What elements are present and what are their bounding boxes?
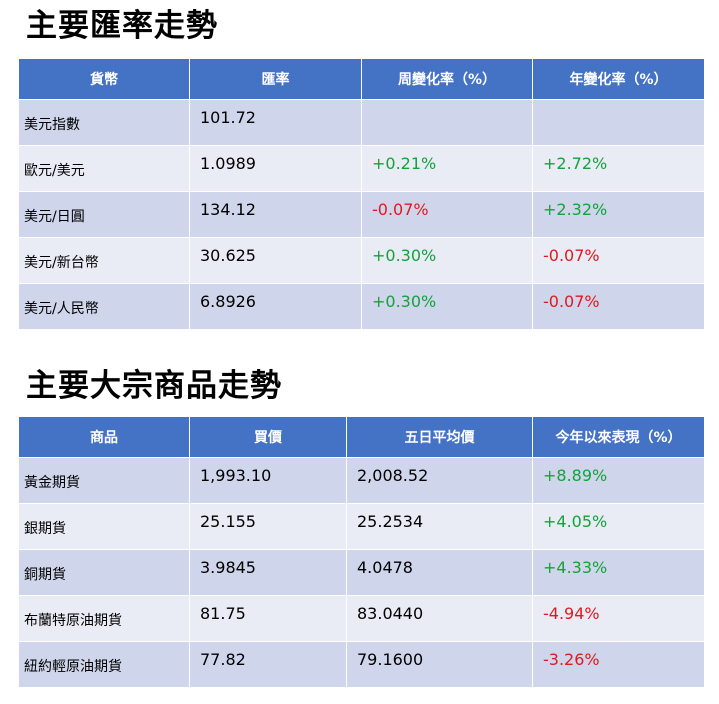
yearly-change [532,99,705,146]
price-value: 77.82 [189,641,347,688]
rate-value: 134.12 [189,191,362,238]
avg5-value: 4.0478 [346,549,533,596]
table-row: 美元/日圓 134.12 -0.07% +2.32% [18,191,705,238]
table-row: 美元指數 101.72 [18,99,705,146]
currency-name: 歐元/美元 [18,145,190,192]
avg5-value: 83.0440 [346,595,533,642]
price-value: 1,993.10 [189,457,347,504]
fx-table: 貨幣 匯率 周變化率（%） 年變化率（%） 美元指數 101.72 歐元/美元 … [18,58,705,330]
commodities-table: 商品 買價 五日平均價 今年以來表現（%） 黃金期貨 1,993.10 2,00… [18,416,705,688]
rate-value: 30.625 [189,237,362,284]
commodities-header-name: 商品 [18,416,190,458]
rate-value: 101.72 [189,99,362,146]
table-row: 美元/新台幣 30.625 +0.30% -0.07% [18,237,705,284]
commodity-name: 布蘭特原油期貨 [18,595,190,642]
table-row: 歐元/美元 1.0989 +0.21% +2.72% [18,145,705,192]
currency-name: 美元/新台幣 [18,237,190,284]
commodity-name: 銅期貨 [18,549,190,596]
weekly-change: +0.21% [361,145,533,192]
commodities-header-row: 商品 買價 五日平均價 今年以來表現（%） [18,416,705,458]
currency-name: 美元/人民幣 [18,283,190,330]
ytd-change: -4.94% [532,595,705,642]
price-value: 81.75 [189,595,347,642]
commodities-title: 主要大宗商品走勢 [26,368,282,404]
table-row: 黃金期貨 1,993.10 2,008.52 +8.89% [18,457,705,504]
rate-value: 1.0989 [189,145,362,192]
weekly-change [361,99,533,146]
currency-name: 美元指數 [18,99,190,146]
fx-header-row: 貨幣 匯率 周變化率（%） 年變化率（%） [18,58,705,100]
table-row: 美元/人民幣 6.8926 +0.30% -0.07% [18,283,705,330]
table-row: 銅期貨 3.9845 4.0478 +4.33% [18,549,705,596]
avg5-value: 25.2534 [346,503,533,550]
fx-title: 主要匯率走勢 [26,8,218,44]
currency-name: 美元/日圓 [18,191,190,238]
ytd-change: +8.89% [532,457,705,504]
yearly-change: +2.72% [532,145,705,192]
table-row: 銀期貨 25.155 25.2534 +4.05% [18,503,705,550]
ytd-change: +4.33% [532,549,705,596]
avg5-value: 2,008.52 [346,457,533,504]
commodity-name: 紐約輕原油期貨 [18,641,190,688]
weekly-change: +0.30% [361,283,533,330]
yearly-change: -0.07% [532,283,705,330]
ytd-change: +4.05% [532,503,705,550]
commodities-header-ytd: 今年以來表現（%） [532,416,705,458]
fx-header-currency: 貨幣 [18,58,190,100]
commodity-name: 黃金期貨 [18,457,190,504]
fx-header-yearly: 年變化率（%） [532,58,705,100]
yearly-change: +2.32% [532,191,705,238]
yearly-change: -0.07% [532,237,705,284]
fx-header-weekly: 周變化率（%） [361,58,533,100]
ytd-change: -3.26% [532,641,705,688]
rate-value: 6.8926 [189,283,362,330]
price-value: 3.9845 [189,549,347,596]
avg5-value: 79.1600 [346,641,533,688]
commodities-header-price: 買價 [189,416,347,458]
table-row: 紐約輕原油期貨 77.82 79.1600 -3.26% [18,641,705,688]
commodities-header-avg5: 五日平均價 [346,416,533,458]
fx-header-rate: 匯率 [189,58,362,100]
price-value: 25.155 [189,503,347,550]
commodity-name: 銀期貨 [18,503,190,550]
weekly-change: -0.07% [361,191,533,238]
weekly-change: +0.30% [361,237,533,284]
table-row: 布蘭特原油期貨 81.75 83.0440 -4.94% [18,595,705,642]
